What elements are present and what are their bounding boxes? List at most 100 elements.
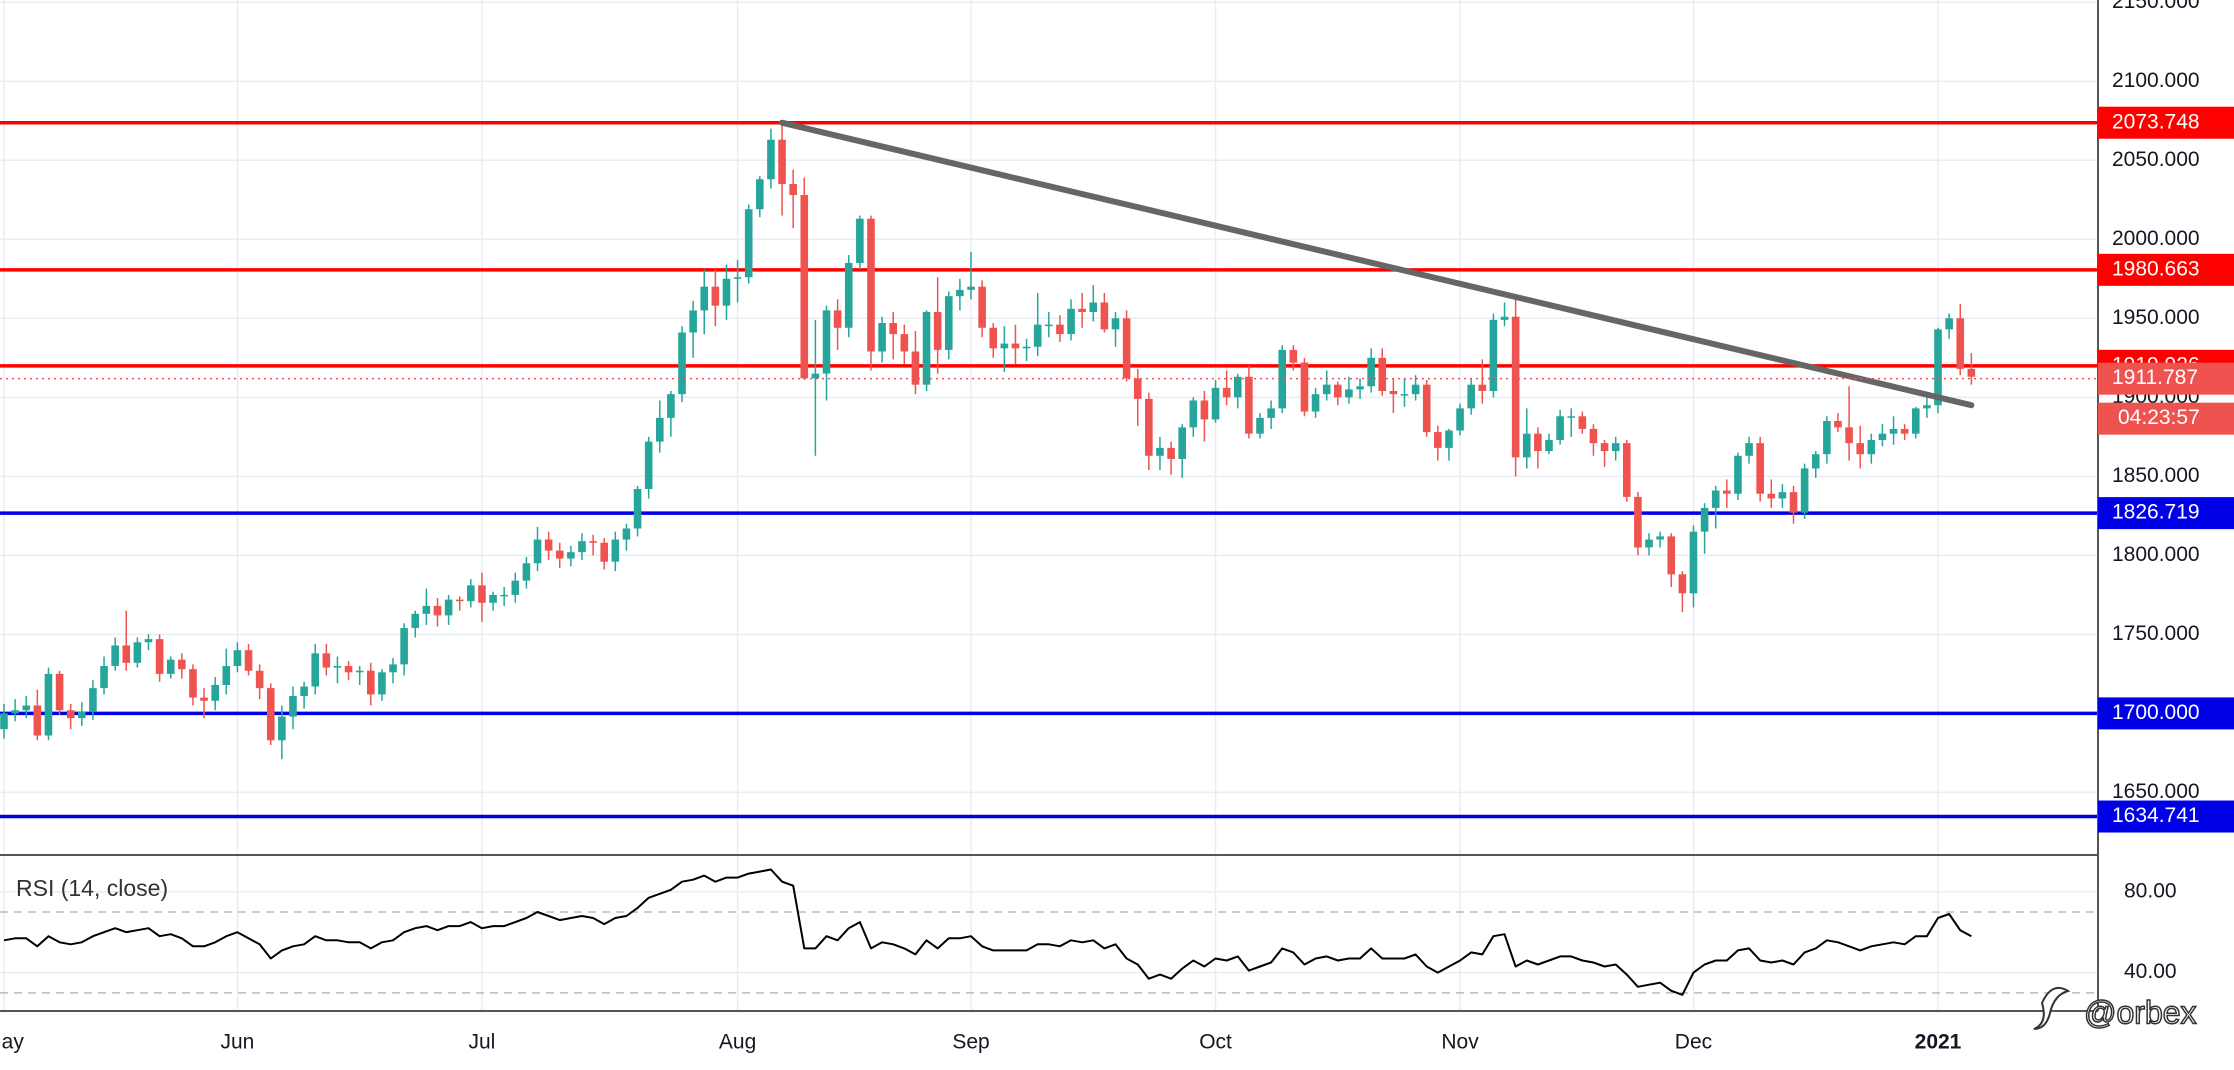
candle-body [1178,427,1186,459]
candle-body [1811,454,1820,469]
candle-body [744,209,753,278]
candle-body [1189,400,1198,428]
candle-body [655,417,664,442]
candle-body [155,639,164,674]
x-tick-label: Jul [469,1031,496,1054]
candle-body [444,599,453,616]
level-label: 1980.663 [2112,257,2200,280]
candle-body [1911,408,1920,434]
candle-body [0,713,8,730]
candle-body [1445,430,1453,448]
candle-body [567,552,575,559]
candle-body [1789,492,1798,513]
candle-body [1334,384,1342,398]
candle-body [133,642,142,663]
levels [0,120,2098,819]
candle-body [266,688,275,741]
candle-body [1745,443,1753,456]
candle-body [189,669,197,698]
candle-body [1345,389,1353,398]
y-tick-label: 2000.000 [2112,227,2200,250]
candle-body [711,286,720,306]
y-tick-label: 1750.000 [2112,622,2200,645]
rsi-line [3,868,1972,996]
x-tick-label: Sep [952,1031,989,1054]
candle-body [200,697,208,701]
candle-body [1422,384,1431,433]
candle-body [1767,493,1776,499]
candle-body [1500,316,1509,320]
watermark: @orbex [2033,987,2197,1031]
candle-body [1400,394,1409,396]
candle-body [1167,447,1175,459]
candle-body [1378,357,1387,391]
candle-body [811,373,820,379]
x-tick-label: Aug [719,1031,756,1054]
candles [0,120,1976,760]
candle-body [1045,324,1053,327]
candle-body [211,684,219,701]
candle-body [555,550,564,559]
candle-body [1867,439,1876,455]
candle-body [522,563,531,581]
candle-body [789,183,797,196]
x-tick-label: Dec [1675,1031,1712,1054]
candle-body [544,539,553,551]
candle-body [722,278,731,306]
y-tick-label: 2150.000 [2112,0,2200,13]
level-label: 1826.719 [2112,501,2200,524]
candle-body [1589,428,1598,444]
candle-body [1367,357,1375,387]
candle-body [578,541,586,553]
candle-body [644,441,653,489]
candle-body [233,650,242,666]
x-tick-label: May [0,1031,24,1054]
candle-body [889,323,897,335]
candle-body [1033,324,1042,347]
last-price-label: 1911.787 [2112,366,2198,389]
candle-body [455,599,464,602]
candle-body [255,670,264,689]
candle-body [244,650,253,671]
candle-body [1689,531,1698,594]
y-tick-label: 2100.000 [2112,69,2200,92]
x-tick-label: Oct [1199,1031,1232,1054]
candle-body [844,262,853,328]
candle-body [378,672,386,695]
candle-body [867,218,875,352]
candle-body [689,310,697,333]
candle-body [1522,433,1531,458]
candle-body [822,310,831,374]
candle-body [967,286,975,290]
candle-body [355,670,364,673]
candle-body [344,665,353,673]
x-tick-label: Nov [1441,1031,1479,1054]
candle-body [1056,324,1064,335]
candle-body [1734,455,1742,494]
axis-background [2098,0,2234,1070]
candle-body [1656,536,1664,540]
candle-body [1611,443,1620,452]
candle-body [1923,405,1931,409]
candle-body [278,716,286,741]
countdown-box [2098,402,2234,435]
candle-body [900,334,909,352]
candle-body [411,613,420,629]
trendline [779,119,1975,409]
candle-body [1667,536,1676,575]
rsi-tick-label: 80.00 [2124,879,2177,902]
candle-body [1456,408,1464,431]
candle-body [311,653,320,687]
level-label-box [2098,497,2234,530]
candle-body [66,710,75,719]
candle-body [1545,439,1553,452]
candle-body [1022,346,1031,349]
y-tick-label: 1950.000 [2112,306,2200,329]
candle-body [1700,507,1709,532]
candle-body [1711,490,1720,508]
candle-body [289,696,297,717]
candle-body [589,541,597,543]
level-label-box [2098,697,2234,730]
level-label-box [2098,800,2234,833]
